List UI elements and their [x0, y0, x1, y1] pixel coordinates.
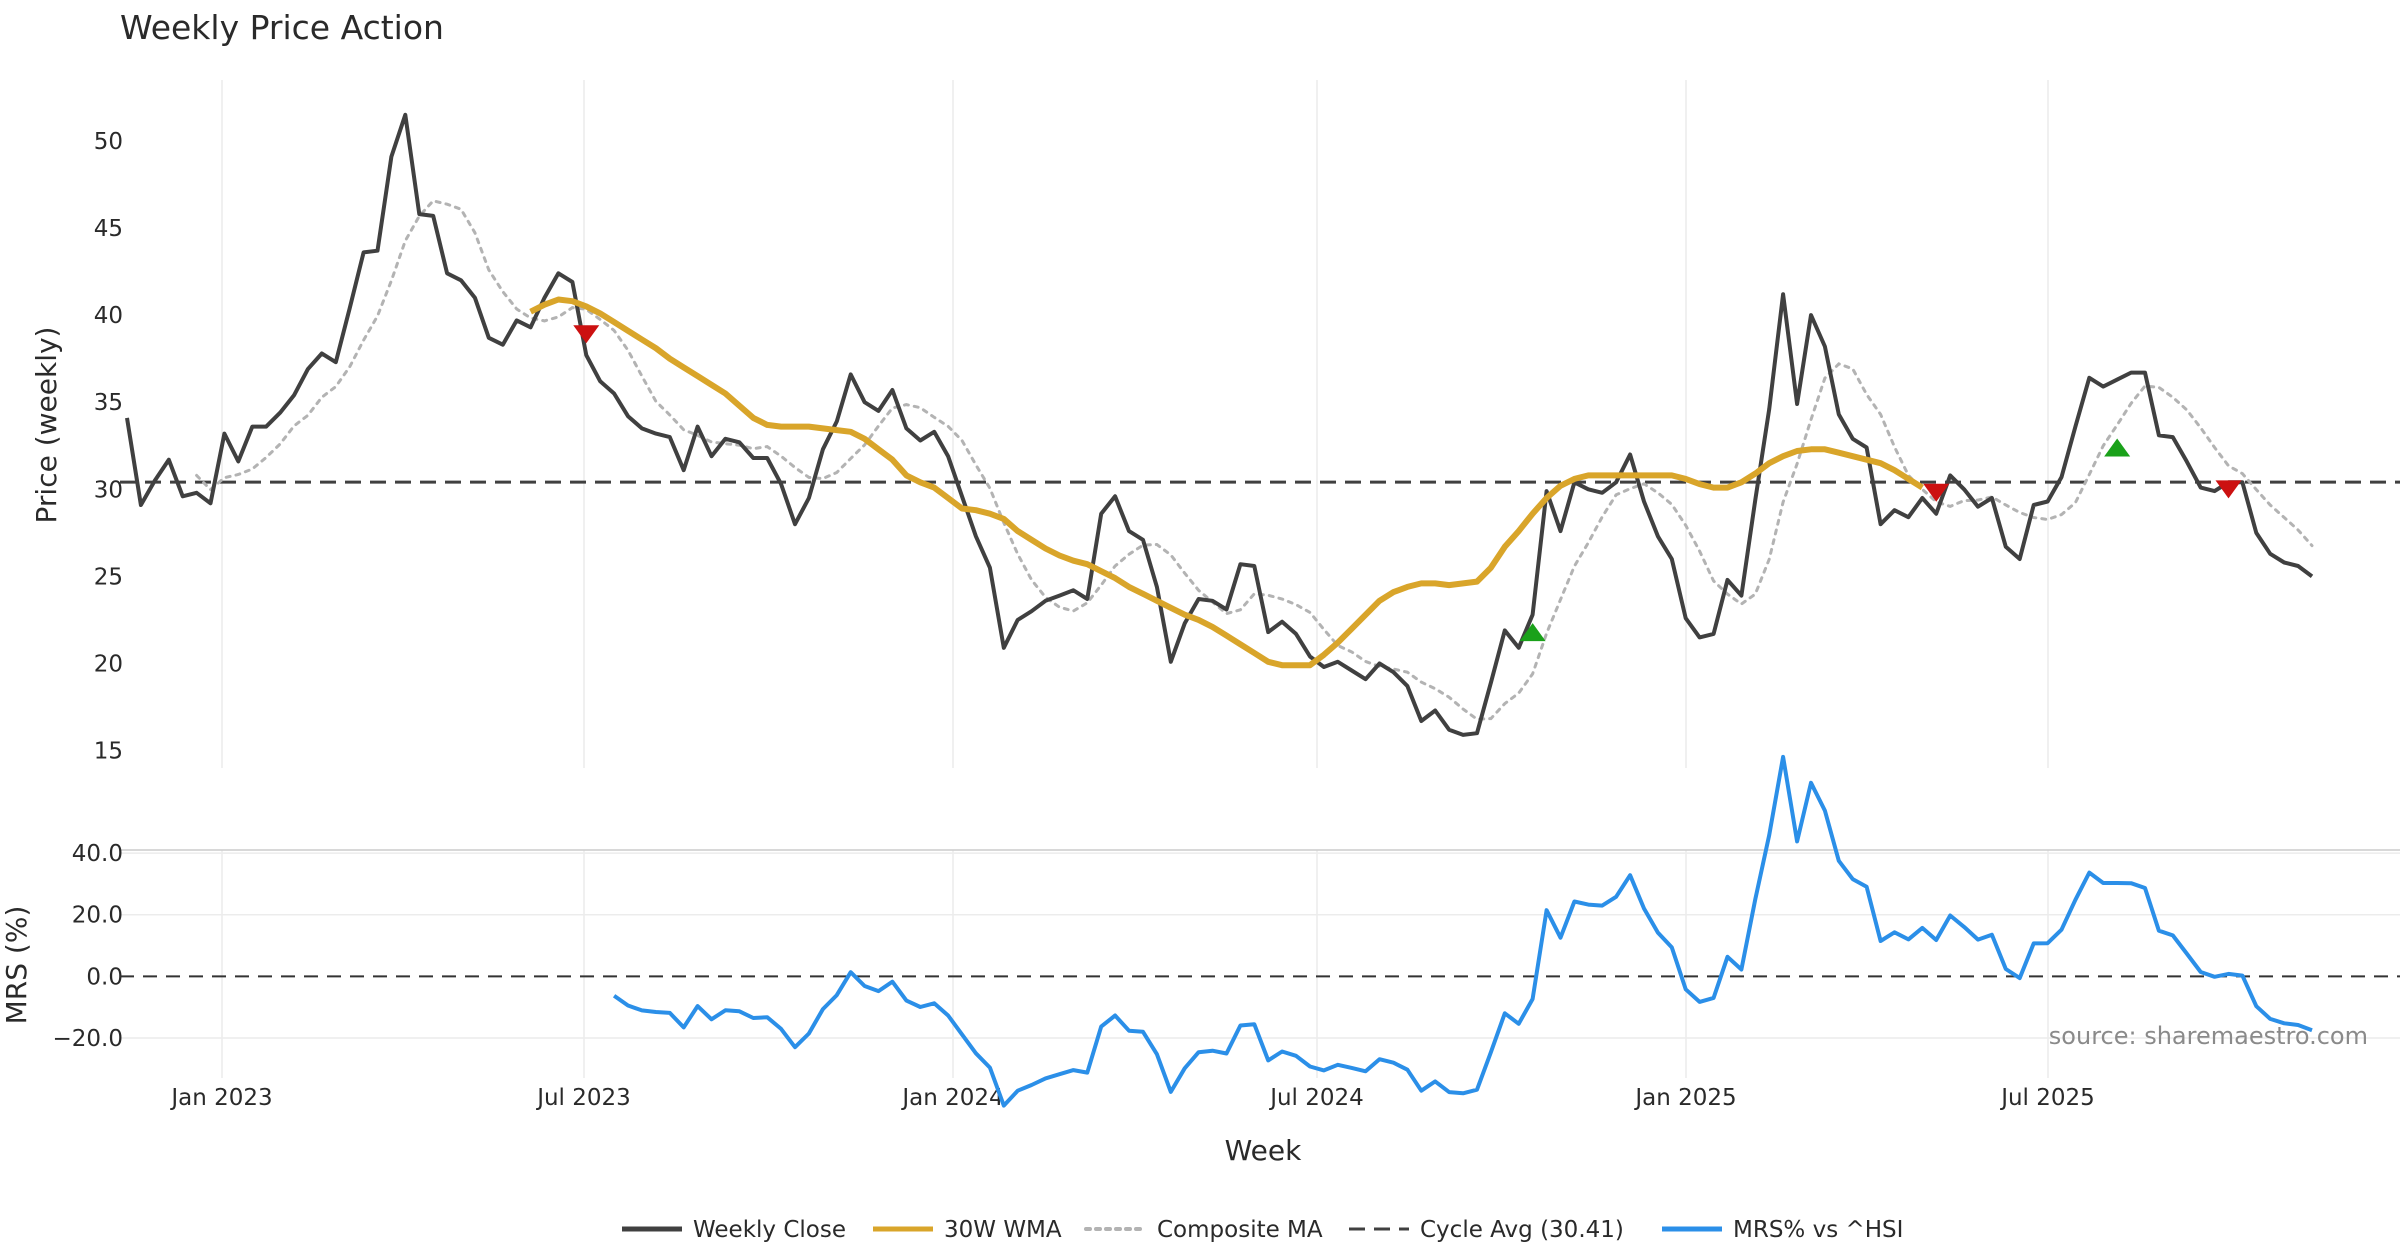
x-axis-ticks: Jan 2023 Jul 2023 Jan 2024 Jul 2024 Jan 2025… [169, 1085, 2094, 1111]
buy-signal-marker [2104, 438, 2131, 457]
price-panel-gridlines [221, 80, 2049, 768]
x-tick-label: Jan 2024 [900, 1085, 1003, 1111]
x-tick-label: Jan 2025 [1633, 1085, 1736, 1111]
sell-signal-marker [1923, 483, 1950, 502]
x-tick-label: Jul 2023 [535, 1085, 631, 1111]
price-tick-label: 50 [94, 129, 123, 155]
mrs-tick-label: 20.0 [72, 903, 123, 929]
price-tick-label: 20 [94, 651, 123, 677]
wma-30-line [529, 296, 1924, 669]
price-tick-label: 25 [94, 564, 123, 590]
sell-signal-marker [573, 325, 600, 344]
series-lines [125, 112, 2314, 1108]
mrs-tick-label: 40.0 [72, 841, 123, 867]
price-tick-label: 15 [94, 739, 123, 765]
mrs-tick-label: −20.0 [53, 1026, 123, 1052]
source-note: source: sharemaestro.com [2049, 1022, 2368, 1050]
price-axis-label: Price (weekly) [30, 327, 63, 524]
legend-label: Weekly Close [693, 1217, 846, 1243]
composite-ma-line [195, 199, 2314, 721]
mrs-line [612, 754, 2313, 1108]
mrs-y-ticks: −20.0 0.0 20.0 40.0 [53, 841, 123, 1052]
mrs-tick-label: 0.0 [86, 964, 123, 990]
legend-label: Cycle Avg (30.41) [1420, 1217, 1624, 1243]
x-tick-label: Jul 2025 [1999, 1085, 2095, 1111]
signal-markers [573, 325, 2242, 642]
x-tick-label: Jan 2023 [169, 1085, 272, 1111]
price-tick-label: 30 [94, 477, 123, 503]
x-tick-label: Jul 2024 [1268, 1085, 1364, 1111]
price-tick-label: 35 [94, 390, 123, 416]
legend-label: Composite MA [1157, 1217, 1323, 1243]
sell-signal-marker [2215, 480, 2242, 499]
chart-legend: Weekly Close 30W WMA Composite MA Cycle Avg… [622, 1217, 1903, 1243]
legend-label: MRS% vs ^HSI [1733, 1217, 1903, 1243]
chart-title: Weekly Price Action [120, 8, 444, 47]
price-y-ticks: 15 20 25 30 35 40 45 50 [94, 129, 123, 765]
x-axis-label: Week [1225, 1134, 1302, 1167]
weekly-close-line [125, 112, 2314, 737]
legend-label: 30W WMA [944, 1217, 1062, 1243]
buy-signal-marker [1519, 623, 1546, 642]
price-tick-label: 45 [94, 216, 123, 242]
mrs-axis-label: MRS (%) [0, 906, 33, 1025]
price-tick-label: 40 [94, 303, 123, 329]
